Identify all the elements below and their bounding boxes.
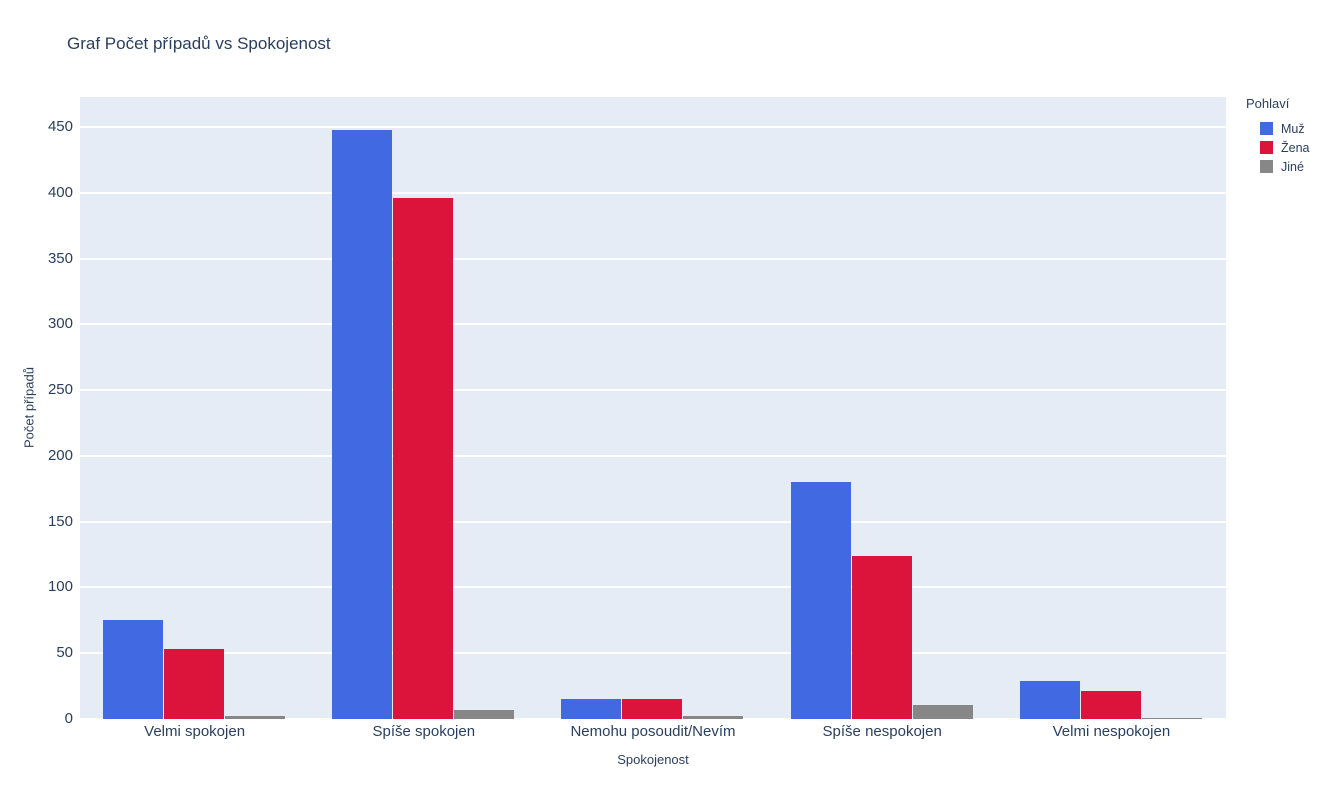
bar-Muž-Velmi nespokojen — [1019, 680, 1080, 719]
legend-label: Muž — [1281, 121, 1305, 136]
legend-label: Žena — [1281, 140, 1310, 155]
legend-swatch-Žena — [1260, 141, 1273, 154]
y-tick-label-50: 50 — [56, 644, 73, 662]
bar-Muž-Nemohu posoudit/Nevím — [561, 699, 622, 719]
legend-label: Jiné — [1281, 159, 1304, 174]
y-tick-label-0: 0 — [64, 710, 73, 727]
legend-item-Jiné[interactable]: Jiné — [1260, 157, 1310, 176]
x-tick-label-Spíše nespokojen: Spíše nespokojen — [822, 723, 942, 740]
y-axis-title: Počet případů — [21, 367, 37, 448]
gridline-y-450 — [80, 126, 1226, 129]
y-tick-label-150: 150 — [47, 512, 73, 530]
y-tick-label-100: 100 — [47, 578, 73, 596]
y-tick-label-300: 300 — [47, 315, 73, 333]
bar-Žena-Velmi nespokojen — [1080, 691, 1141, 719]
bar-Jiné-Nemohu posoudit/Nevím — [683, 716, 744, 719]
bar-Muž-Spíše spokojen — [332, 129, 393, 719]
bar-Žena-Spíše spokojen — [393, 198, 454, 719]
legend: Pohlaví Muž Žena Jiné — [1246, 96, 1310, 176]
y-tick-label-450: 450 — [47, 118, 73, 136]
bar-Jiné-Velmi spokojen — [225, 716, 285, 719]
gridline-y-400 — [80, 191, 1226, 194]
bar-Muž-Spíše nespokojen — [790, 482, 851, 719]
bar-Žena-Spíše nespokojen — [851, 555, 912, 719]
bar-Jiné-Spíše spokojen — [454, 709, 515, 719]
gridline-y-150 — [80, 520, 1226, 523]
gridline-y-0 — [80, 718, 1226, 720]
bar-Žena-Velmi spokojen — [164, 649, 224, 719]
bar-Žena-Nemohu posoudit/Nevím — [622, 699, 683, 719]
gridline-y-350 — [80, 257, 1226, 260]
legend-swatch-Muž — [1260, 122, 1273, 135]
legend-item-Žena[interactable]: Žena — [1260, 138, 1310, 157]
plot-area — [80, 97, 1226, 720]
gridline-y-200 — [80, 454, 1226, 457]
y-tick-label-400: 400 — [47, 183, 73, 201]
x-axis-title: Spokojenost — [617, 752, 689, 767]
x-tick-label-Nemohu posoudit/Nevím: Nemohu posoudit/Nevím — [570, 723, 736, 740]
gridline-y-100 — [80, 586, 1226, 589]
bar-Jiné-Spíše nespokojen — [912, 704, 973, 719]
gridline-y-250 — [80, 389, 1226, 392]
y-tick-label-350: 350 — [47, 249, 73, 267]
legend-swatch-Jiné — [1260, 160, 1273, 173]
legend-title: Pohlaví — [1246, 96, 1290, 111]
x-tick-label-Spíše spokojen: Spíše spokojen — [372, 723, 476, 740]
legend-items: Muž Žena Jiné — [1246, 119, 1310, 176]
x-tick-label-Velmi nespokojen: Velmi nespokojen — [1052, 723, 1171, 740]
x-tick-label-Velmi spokojen: Velmi spokojen — [144, 723, 246, 740]
bar-Jiné-Velmi nespokojen — [1141, 717, 1202, 719]
y-tick-label-200: 200 — [47, 446, 73, 464]
gridline-y-300 — [80, 323, 1226, 326]
bar-Muž-Velmi spokojen — [103, 620, 163, 719]
gridline-y-50 — [80, 652, 1226, 655]
y-tick-label-250: 250 — [47, 381, 73, 399]
legend-item-Muž[interactable]: Muž — [1260, 119, 1310, 138]
chart-title: Graf Počet případů vs Spokojenost — [67, 34, 331, 53]
